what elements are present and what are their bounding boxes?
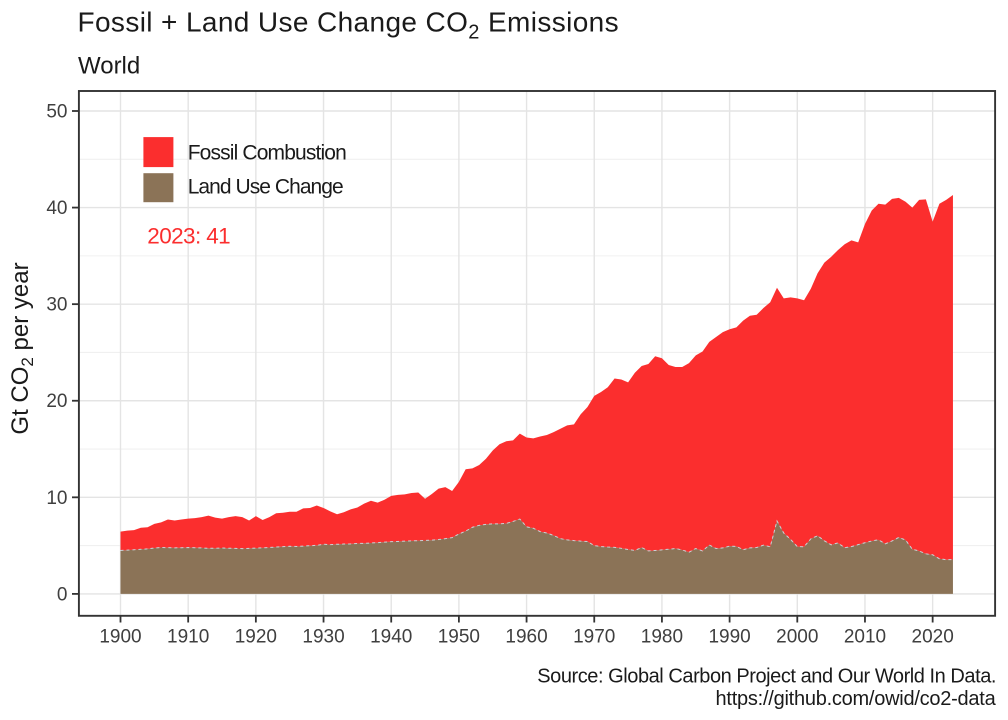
svg-text:World: World — [78, 53, 140, 80]
svg-text:1970: 1970 — [573, 627, 615, 648]
svg-text:2010: 2010 — [844, 627, 886, 648]
svg-text:1980: 1980 — [641, 627, 683, 648]
svg-text:10: 10 — [46, 488, 67, 509]
svg-text:20: 20 — [46, 391, 67, 412]
svg-text:1950: 1950 — [438, 627, 480, 648]
svg-text:Source: Global Carbon Project: Source: Global Carbon Project and Our Wo… — [537, 665, 996, 687]
svg-text:1920: 1920 — [235, 627, 277, 648]
svg-text:1960: 1960 — [505, 627, 547, 648]
svg-text:40: 40 — [46, 198, 67, 219]
svg-text:Land Use Change: Land Use Change — [188, 175, 343, 198]
svg-text:30: 30 — [46, 295, 67, 316]
svg-text:1930: 1930 — [302, 627, 344, 648]
svg-text:Gt CO2 per year: Gt CO2 per year — [7, 262, 37, 434]
svg-text:50: 50 — [46, 102, 67, 123]
svg-text:2023: 41: 2023: 41 — [147, 224, 230, 249]
svg-text:https://github.com/owid/co2-da: https://github.com/owid/co2-data — [716, 688, 997, 710]
svg-text:0: 0 — [57, 584, 68, 605]
svg-text:1940: 1940 — [370, 627, 412, 648]
svg-text:1990: 1990 — [708, 627, 750, 648]
svg-text:2020: 2020 — [912, 627, 954, 648]
svg-text:1910: 1910 — [167, 627, 209, 648]
svg-text:2000: 2000 — [776, 627, 818, 648]
svg-text:1900: 1900 — [99, 627, 141, 648]
svg-text:Fossil + Land Use Change CO2 E: Fossil + Land Use Change CO2 Emissions — [78, 7, 619, 44]
svg-text:Fossil Combustion: Fossil Combustion — [188, 141, 346, 164]
